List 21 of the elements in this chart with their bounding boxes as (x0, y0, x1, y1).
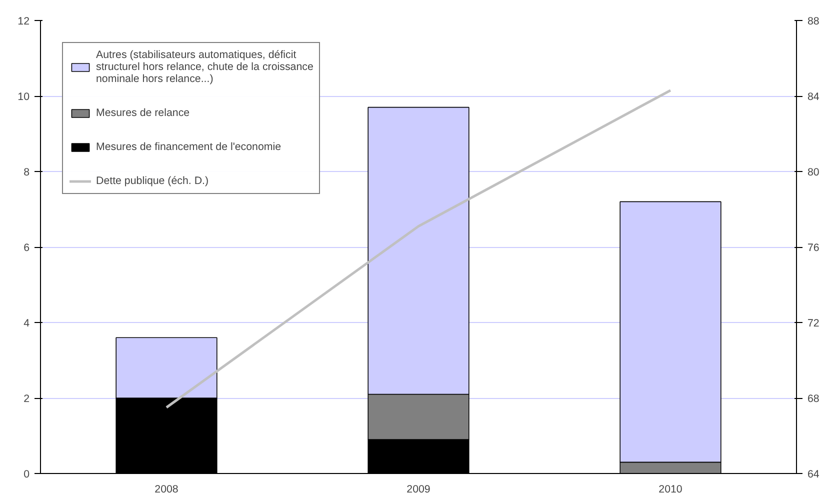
y2-tick-label: 68 (808, 393, 820, 405)
x-tick-label: 2008 (154, 484, 178, 496)
legend-label: Mesures de financement de l'economie (96, 141, 282, 153)
y-tick-label: 8 (24, 166, 30, 178)
legend-label: Dette publique (éch. D.) (96, 175, 209, 187)
x-tick-label: 2010 (658, 484, 682, 496)
y-tick-label: 6 (24, 242, 30, 254)
y2-tick-label: 72 (808, 318, 820, 330)
x-tick-label: 2009 (406, 484, 430, 496)
legend-label: Mesures de relance (96, 107, 190, 119)
y2-tick-label: 84 (808, 91, 820, 103)
y2-tick-label: 88 (808, 16, 820, 28)
y-tick-label: 0 (24, 468, 30, 480)
y2-tick-label: 64 (808, 468, 820, 480)
y2-tick-label: 80 (808, 166, 820, 178)
y-tick-label: 2 (24, 393, 30, 405)
legend-label: Autres (stabilisateurs automatiques, déficit structurel hors relance, chute de la croissance nominale hors relance...) (96, 49, 314, 85)
y-tick-label: 12 (18, 16, 30, 28)
y-tick-label: 4 (24, 318, 30, 330)
y-tick-label: 10 (18, 91, 30, 103)
y2-tick-label: 76 (808, 242, 820, 254)
